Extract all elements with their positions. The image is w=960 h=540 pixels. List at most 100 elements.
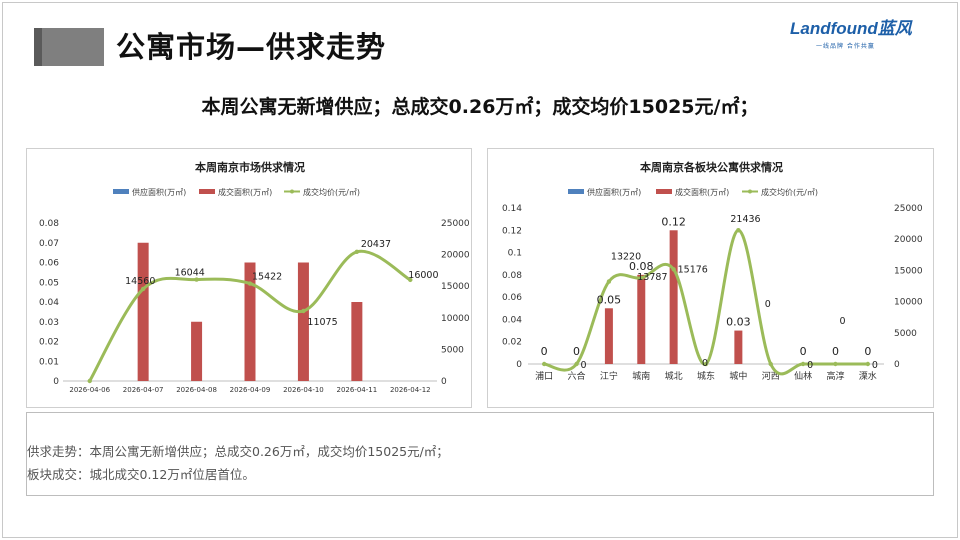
chart-title: 本周南京市场供求情况: [195, 160, 305, 174]
point-price: [574, 361, 579, 367]
legend-label: 供应面积(万㎡): [132, 187, 186, 197]
x-tick-label: 2026-04-10: [283, 386, 324, 394]
bar-deal: [191, 321, 203, 381]
point-price: [301, 308, 306, 314]
y-left-tick-label: 0.02: [502, 338, 522, 348]
legend-swatch: [199, 189, 215, 194]
legend-label: 供应面积(万㎡): [587, 187, 641, 197]
y-left-tick-label: 0.14: [502, 204, 522, 214]
y-left-tick-label: 0: [516, 360, 522, 370]
y-left-tick-label: 0.05: [39, 278, 59, 288]
x-tick-label: 河西: [762, 370, 780, 382]
data-label-price: 21436: [730, 214, 760, 225]
bar-deal: [244, 262, 256, 381]
y-right-tick-label: 20000: [894, 235, 923, 245]
bar-deal: [137, 242, 149, 381]
y-right-tick-label: 25000: [894, 204, 923, 214]
data-label-price: 16000: [408, 270, 438, 281]
x-tick-label: 2026-04-07: [123, 386, 164, 394]
y-right-tick-label: 15000: [894, 266, 923, 276]
point-price: [354, 249, 360, 255]
data-label-price: 11075: [307, 317, 337, 328]
headline-summary: 本周公寓无新增供应；总成交0.26万㎡；成交均价15025元/㎡；: [201, 96, 759, 118]
data-label-deal: 0.08: [629, 260, 654, 273]
data-label-deal: 0.05: [597, 293, 622, 306]
y-left-tick-label: 0.07: [39, 239, 59, 249]
x-tick-label: 高淳: [826, 370, 844, 382]
data-label-deal: 0: [864, 345, 871, 358]
y-left-tick-label: 0.01: [39, 357, 59, 367]
point-price: [140, 286, 146, 292]
x-tick-label: 2026-04-08: [176, 386, 217, 394]
data-label-price: 20437: [361, 239, 391, 250]
point-price: [800, 361, 806, 367]
x-tick-label: 溧水: [859, 370, 877, 382]
data-label-deal: 0.12: [661, 215, 686, 228]
y-right-tick-label: 25000: [441, 219, 470, 229]
note-district-deal: 板块成交：城北成交0.12万㎡位居首位。: [27, 467, 255, 482]
legend-marker: [748, 189, 752, 194]
data-label-deal: 0.03: [726, 316, 751, 329]
summary-notes: 供求走势：本周公寓无新增供应；总成交0.26万㎡，成交均价15025元/㎡； 板…: [26, 412, 934, 496]
point-price: [87, 378, 92, 384]
data-label-deal: 0: [832, 345, 839, 358]
data-label-price: 13787: [637, 272, 667, 283]
point-price: [606, 279, 612, 284]
y-left-tick-label: 0: [53, 377, 59, 387]
x-tick-label: 江宁: [600, 370, 618, 382]
y-right-tick-label: 10000: [894, 298, 923, 308]
data-label-deal: 0: [800, 345, 807, 358]
chart-nanjing-districts: 本周南京各板块公寓供求情况 供应面积(万㎡) 成交面积(万㎡) 成交均价(元/㎡) 0 0…: [487, 148, 934, 408]
legend-label: 成交面积(万㎡): [675, 187, 729, 197]
y-right-tick-label: 20000: [441, 251, 470, 261]
y-left-tick-label: 0.1: [508, 249, 522, 259]
y-right-tick-label: 10000: [441, 314, 470, 324]
bar-deal: [297, 262, 309, 381]
x-tick-label: 城北: [665, 371, 683, 382]
data-label-deal: 0: [573, 345, 580, 358]
title-accent-block: [34, 28, 104, 66]
y-left-tick-label: 0.03: [39, 318, 59, 328]
x-tick-label: 2026-04-09: [230, 386, 271, 394]
data-label-deal: 0: [541, 345, 548, 358]
data-label-price: 0: [807, 360, 813, 371]
point-price: [703, 361, 709, 367]
x-tick-label: 2026-04-12: [390, 386, 431, 394]
point-price: [833, 361, 838, 367]
chart-nanjing-market: 本周南京市场供求情况 供应面积(万㎡) 成交面积(万㎡) 成交均价(元/㎡) 0 0.01…: [26, 148, 472, 408]
y-left-tick-label: 0.04: [502, 315, 522, 325]
y-left-tick-label: 0.06: [502, 293, 522, 303]
data-label-price: 0: [765, 299, 771, 310]
brand-logo: Landfound蓝风 一线品牌 合作共赢: [790, 14, 940, 54]
point-price: [865, 361, 871, 367]
data-label-price: 15422: [252, 272, 282, 283]
legend-marker: [290, 189, 294, 194]
x-tick-label: 城东: [697, 370, 715, 382]
point-price: [247, 281, 253, 286]
legend-label: 成交均价(元/㎡): [761, 187, 818, 197]
point-price: [671, 267, 676, 272]
bar-deal: [604, 308, 613, 364]
x-tick-label: 城中: [729, 370, 747, 382]
point-price: [736, 228, 741, 233]
page-title: 公寓市场—供求走势: [116, 30, 387, 64]
y-right-tick-label: 0: [441, 377, 447, 387]
x-tick-label: 城南: [632, 370, 650, 382]
logo-tagline: 一线品牌 合作共赢: [816, 43, 875, 50]
legend-swatch: [113, 189, 129, 194]
bar-deal: [734, 330, 743, 364]
x-tick-label: 2026-04-11: [337, 386, 378, 394]
legend-swatch: [656, 189, 672, 194]
x-tick-label: 2026-04-06: [69, 386, 110, 394]
note-supply-trend: 供求走势：本周公寓无新增供应；总成交0.26万㎡，成交均价15025元/㎡；: [27, 444, 449, 459]
bar-deal: [637, 274, 646, 364]
data-label-price: 13220: [611, 252, 641, 263]
line-price: [543, 228, 868, 376]
x-tick-label: 仙林: [794, 370, 812, 382]
y-left-tick-label: 0.08: [502, 271, 522, 281]
data-label-price: 0: [702, 358, 708, 369]
bar-deal: [351, 302, 363, 381]
bar-deal: [669, 230, 678, 364]
